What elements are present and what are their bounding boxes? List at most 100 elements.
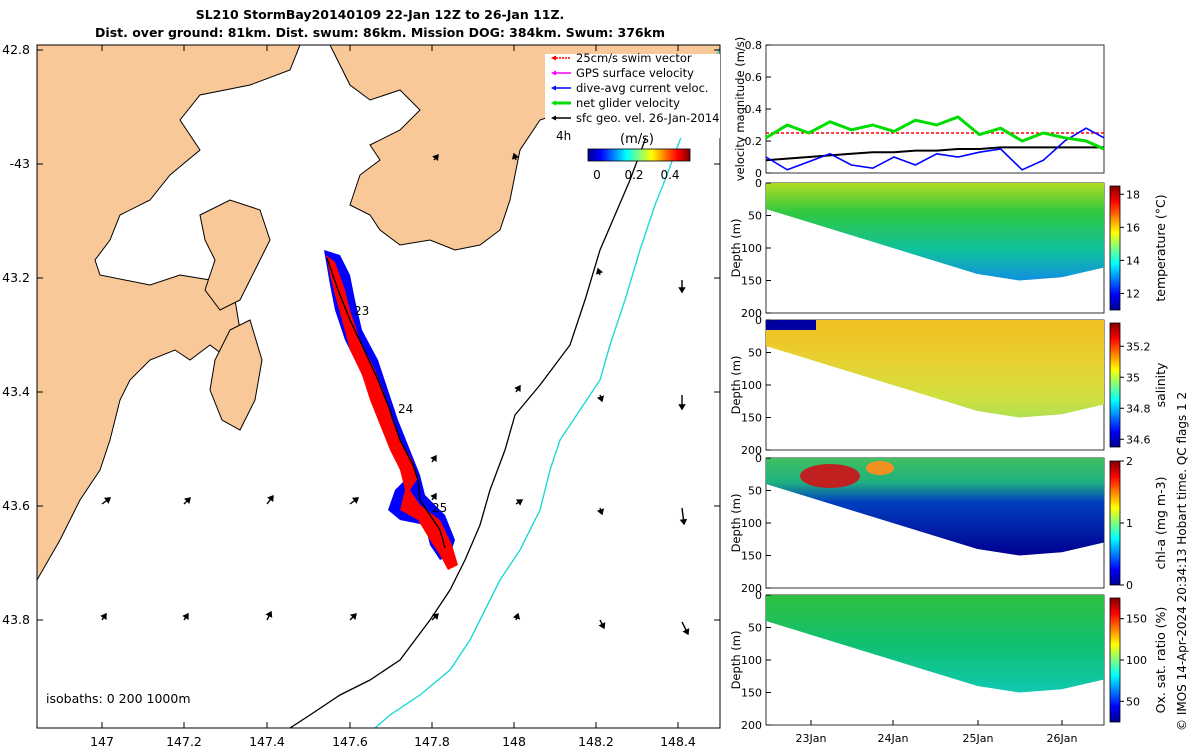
- surface-arrow-head: [596, 395, 605, 403]
- map-x-tick-label: 147: [90, 734, 114, 749]
- section-panel-chl-a: 0 50 100 150 200 Depth (m) 2 1 0 chl-a (mg m-3): [729, 452, 1168, 595]
- map-x-tick-label: 148: [502, 734, 526, 749]
- section-y-tick-label: 50: [748, 622, 762, 635]
- section-y-tick-label: 50: [748, 347, 762, 360]
- velocity-y-tick-label: 0.2: [745, 135, 763, 148]
- time-tick-label: 23Jan: [796, 732, 827, 745]
- surface-arrow-head: [512, 612, 521, 620]
- colorbar-tick-label: 34.6: [1126, 433, 1151, 446]
- surface-velocity-arrows: [100, 152, 690, 636]
- track-label-25: 25: [432, 501, 447, 515]
- colorbar-tick-label: 50: [1126, 695, 1140, 708]
- section-fill-salinity: [766, 320, 1104, 418]
- fresh-surface-patch: [766, 320, 816, 330]
- colorbar-temperature: [1109, 185, 1121, 311]
- legend-background: [545, 54, 720, 138]
- surface-arrow-head: [516, 499, 524, 506]
- colorbar-unit: (m/s): [620, 132, 654, 147]
- track-label-23: 23: [354, 304, 369, 318]
- surface-arrow-head: [596, 508, 605, 516]
- legend-label: 25cm/s swim vector: [576, 51, 692, 65]
- section-y-tick-label: 200: [741, 719, 762, 732]
- section-panel-temperature: 0 50 100 150 200 Depth (m) 18 16 14 12 temperature…: [729, 177, 1168, 320]
- surface-arrow-head: [182, 612, 189, 620]
- surface-arrow-head: [103, 497, 112, 504]
- velocity-ylabel: velocity magnitude (m/s): [733, 37, 747, 182]
- speed-colorbar-tick-1: 0.2: [624, 168, 643, 182]
- colorbar-tick-label: 12: [1126, 287, 1140, 300]
- section-y-tick-label: 50: [748, 485, 762, 498]
- isobath-1000m: [374, 47, 720, 728]
- surface-arrow-head: [682, 628, 690, 636]
- velocity-axes: [765, 44, 1105, 174]
- colorbar-label-salinity: salinity: [1153, 362, 1168, 407]
- section-y-tick-label: 150: [741, 550, 762, 563]
- legend-arrowhead: [551, 85, 556, 91]
- section-y-tick-label: 100: [741, 517, 762, 530]
- colorbar-tick-label: 35.2: [1126, 340, 1151, 353]
- legend-label: dive-avg current veloc.: [576, 81, 709, 95]
- title-line-1: SL210 StormBay20140109 22-Jan 12Z to 26-…: [196, 7, 565, 22]
- section-y-tick-label: 200: [741, 582, 762, 595]
- section-panel-salinity: 0 50 100 150 200 Depth (m) 35.2 35 34.8 34.6 salin…: [729, 314, 1168, 457]
- section-y-tick-label: 100: [741, 242, 762, 255]
- surface-arrow-head: [100, 612, 107, 620]
- surface-arrow-head: [595, 267, 604, 275]
- section-y-tick-label: 200: [741, 444, 762, 457]
- surface-arrow-head: [430, 454, 437, 462]
- map-y-tick-label: 43.8: [2, 612, 30, 627]
- colorbar-tick-label: 2: [1126, 455, 1133, 468]
- colorbar-salinity: [1109, 322, 1121, 448]
- legend-label: net glider velocity: [576, 96, 680, 110]
- legend-arrowhead: [551, 100, 556, 106]
- chl-bloom-patch: [866, 461, 894, 475]
- colorbar-tick-label: 14: [1126, 254, 1140, 267]
- velocity-series-net-glider-velocity: [765, 115, 1105, 151]
- map-x-tick-label: 147.8: [414, 734, 450, 749]
- speed-colorbar: [587, 148, 691, 162]
- map-y-tick-label: 43.2: [2, 270, 30, 285]
- section-y-tick-label: 100: [741, 379, 762, 392]
- map-x-tick-label: 147.4: [249, 734, 285, 749]
- surface-arrow-head: [678, 287, 686, 294]
- speed-colorbar-tick-2: 0.4: [660, 168, 679, 182]
- isobaths-label: isobaths: 0 200 1000m: [46, 691, 191, 706]
- section-ylabel: Depth (m): [729, 356, 743, 415]
- time-tick-label: 26Jan: [1047, 732, 1078, 745]
- colorbar-tick-label: 18: [1126, 188, 1140, 201]
- section-y-tick-label: 100: [741, 654, 762, 667]
- velocity-series-dive-avg-current-veloc-: [765, 127, 1105, 171]
- section-ylabel: Depth (m): [729, 631, 743, 690]
- track-black-line: [326, 257, 446, 549]
- isobath-200m: [289, 89, 661, 728]
- map-x-ticks: 147 147.2 147.4 147.6 147.8 148 148.2 148.4: [90, 45, 696, 749]
- section-y-tick-label: 150: [741, 275, 762, 288]
- time-tick-label: 25Jan: [963, 732, 994, 745]
- map-x-tick-label: 147.6: [332, 734, 368, 749]
- legend-arrowhead: [551, 70, 556, 76]
- surface-arrow-head: [432, 613, 439, 620]
- map-y-tick-label: -43: [10, 156, 30, 171]
- map-x-tick-label: 148.4: [660, 734, 696, 749]
- section-y-tick-label: 0: [755, 452, 762, 465]
- map-y-tick-label: 43.6: [2, 498, 30, 513]
- velocity-y-tick-label: 0: [755, 167, 762, 180]
- colorbar-label-temperature: temperature (°C): [1153, 194, 1168, 301]
- surface-arrow-head: [267, 494, 274, 503]
- surface-arrow-head: [350, 613, 357, 620]
- colorbar-tick-label: 35: [1126, 371, 1140, 384]
- colorbar-tick-label: 1: [1126, 517, 1133, 530]
- surface-arrow-head: [184, 497, 191, 504]
- section-ylabel: Depth (m): [729, 219, 743, 278]
- section-fill-temperature: [766, 183, 1104, 281]
- colorbar-label-oxygen: Ox. sat. ratio (%): [1153, 607, 1168, 714]
- surface-arrow-head: [351, 497, 360, 504]
- section-y-tick-label: 150: [741, 687, 762, 700]
- surface-arrow-head: [679, 518, 688, 526]
- velocity-y-tick-label: 0.6: [745, 71, 763, 84]
- colorbar-tick-label: 150: [1126, 613, 1147, 626]
- time-axis: 23Jan 24Jan 25Jan 26Jan: [796, 720, 1078, 745]
- section-y-tick-label: 50: [748, 210, 762, 223]
